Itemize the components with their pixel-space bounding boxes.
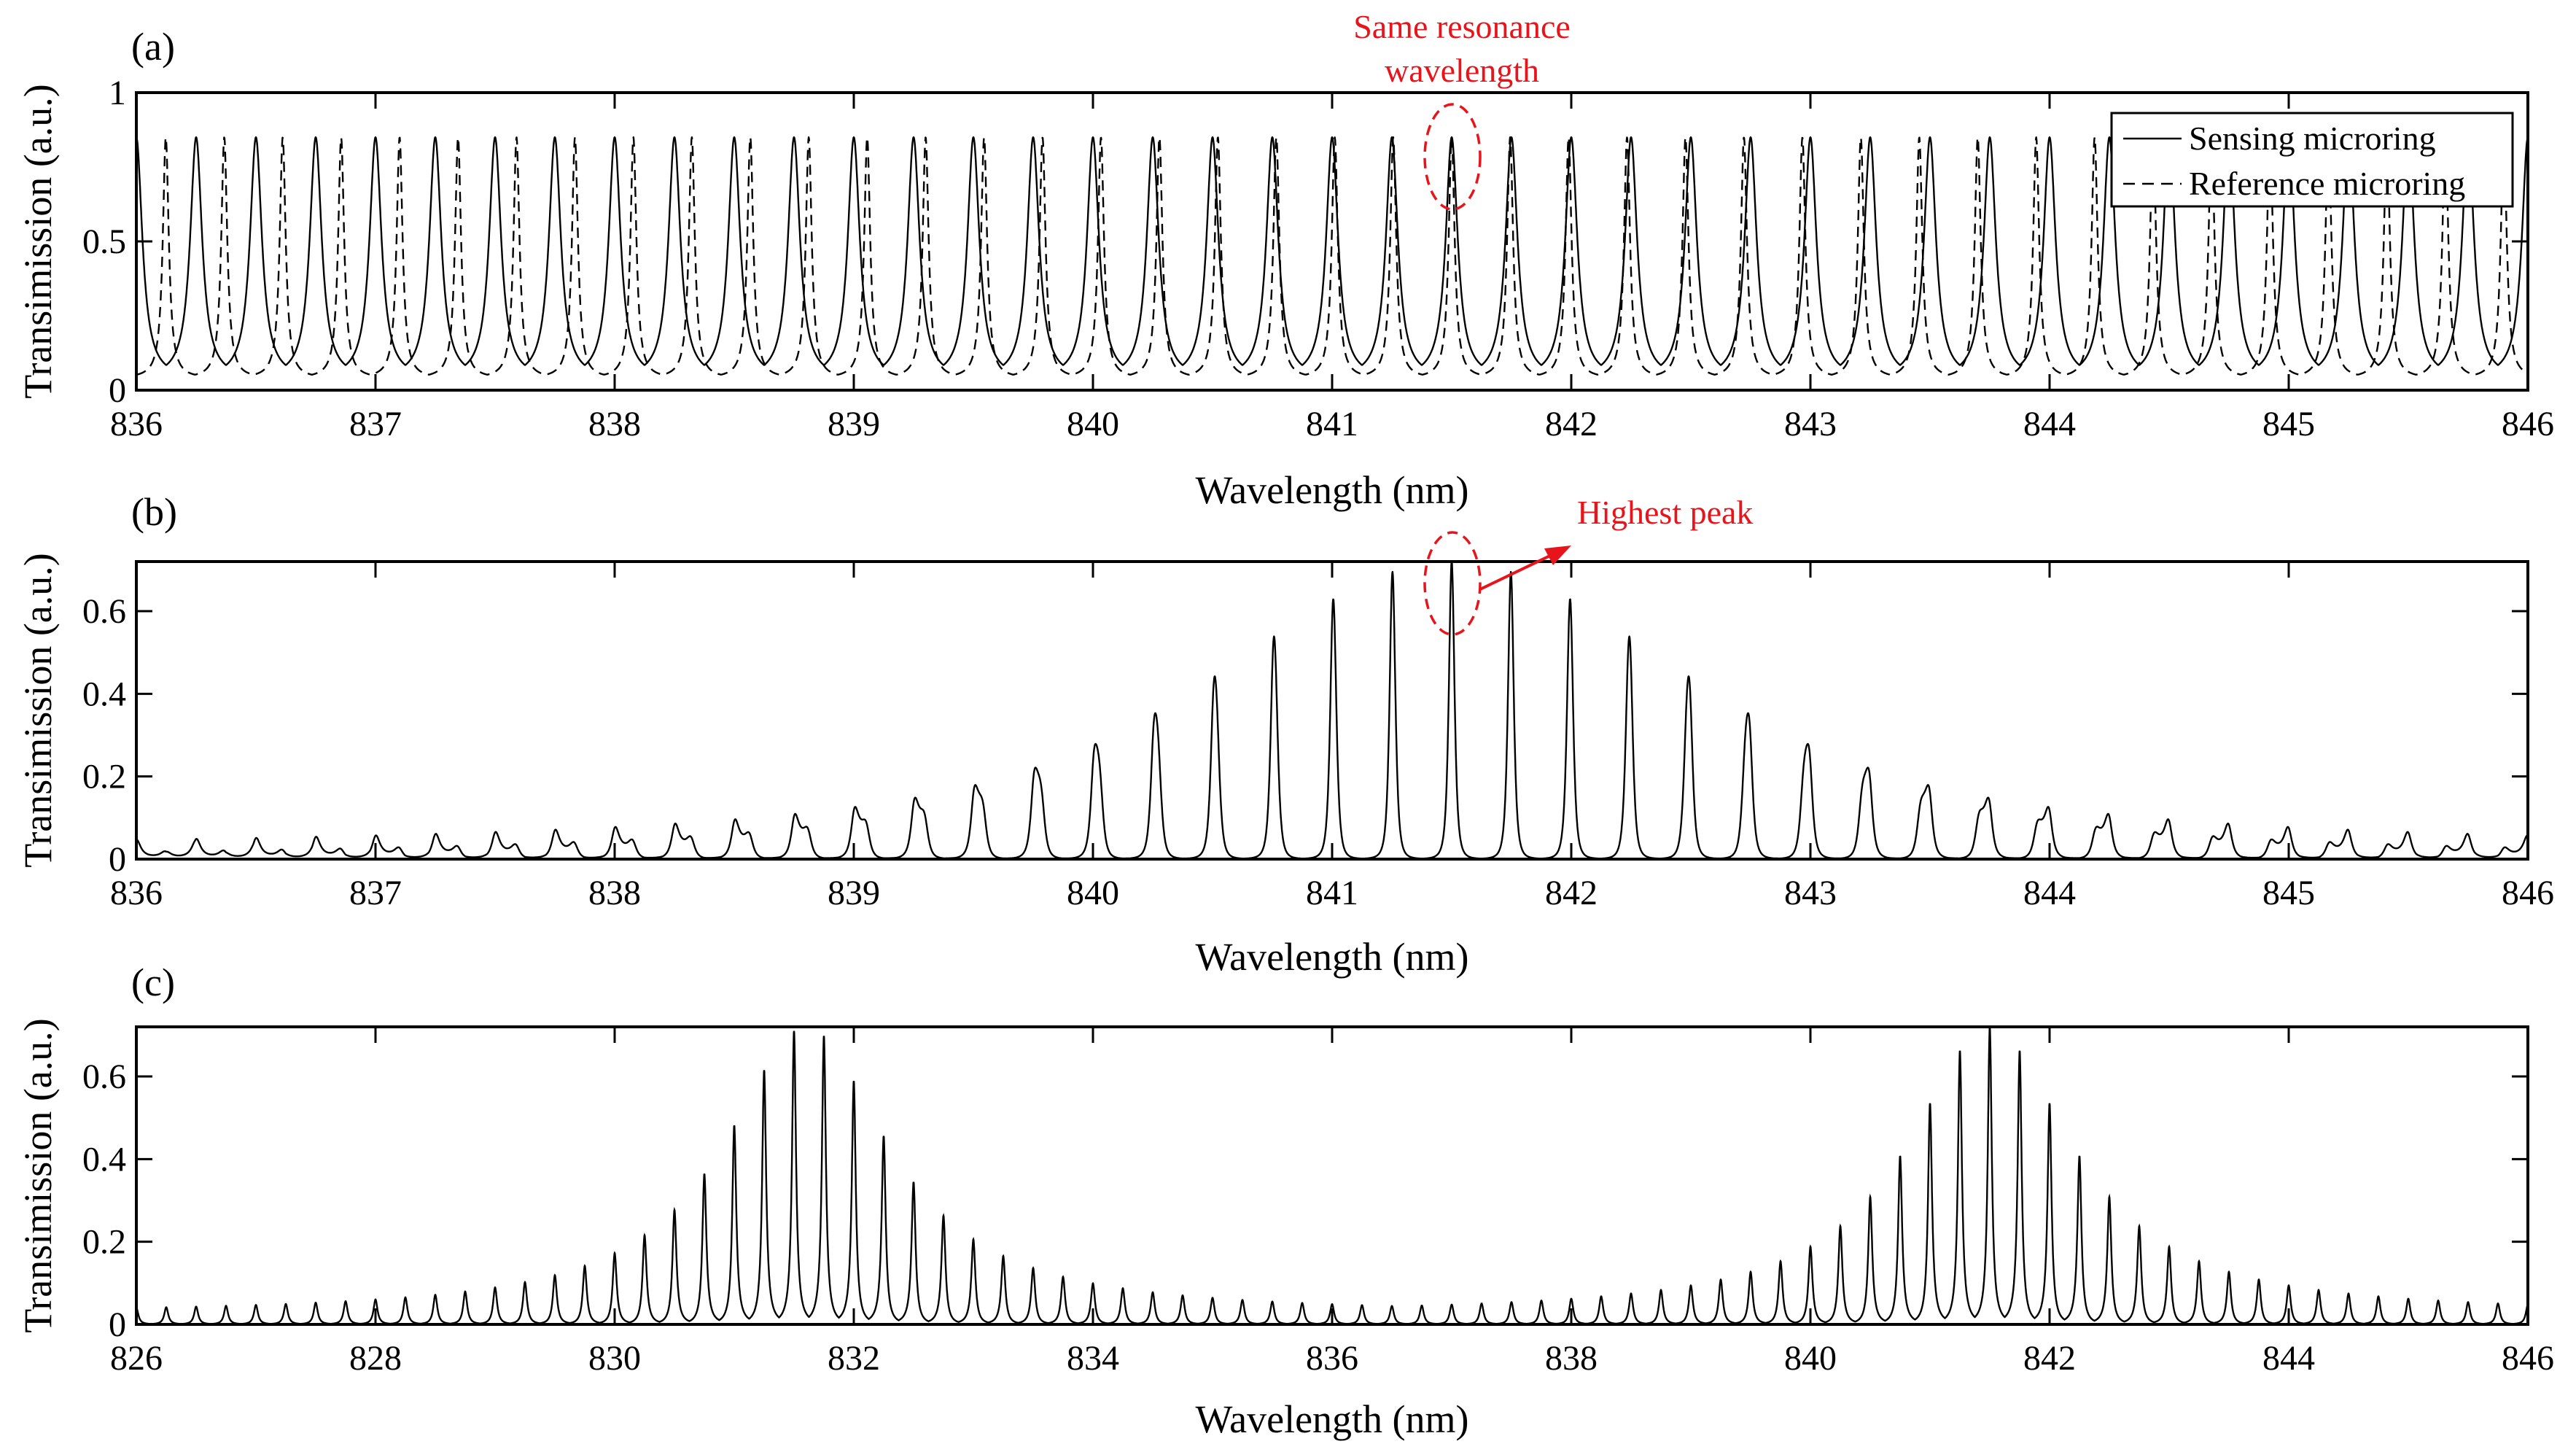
y-tick-label: 0.4	[82, 675, 126, 713]
annotation-same-resonance-line2: wavelength	[1385, 52, 1539, 89]
x-tick-label: 843	[1784, 874, 1837, 912]
x-axis-label-a: Wavelength (nm)	[1195, 468, 1468, 512]
x-tick-label: 846	[2502, 1339, 2554, 1378]
x-tick-label: 840	[1067, 874, 1119, 912]
y-tick-label: 0.6	[82, 1057, 126, 1096]
x-tick-label: 845	[2262, 405, 2315, 443]
series-product-c	[136, 1026, 2529, 1325]
y-tick-label: 0	[109, 371, 126, 410]
x-tick-label: 838	[588, 874, 641, 912]
y-tick-label: 0.5	[82, 222, 126, 261]
x-tick-label: 830	[588, 1339, 641, 1378]
annotation-arrow-shaft	[1479, 553, 1554, 591]
x-tick-label: 837	[349, 405, 402, 443]
y-tick-label: 0.4	[82, 1140, 126, 1179]
series-line	[136, 136, 2529, 366]
x-axis-label-c: Wavelength (nm)	[1195, 1397, 1468, 1441]
series-line	[136, 1026, 2529, 1325]
series-reference-microring	[136, 136, 2529, 376]
x-tick-label: 845	[2262, 874, 2315, 912]
annotation-same-resonance-line1: Same resonance	[1353, 8, 1571, 45]
x-tick-label: 826	[110, 1339, 163, 1378]
legend: Sensing microring Reference microring	[2110, 112, 2514, 208]
ticks-c: 826 828 830 832 834 836 838 840 842 844 846 0 0.2 0.4…	[82, 1027, 2554, 1378]
y-tick-label: 0.2	[82, 758, 126, 796]
legend-box	[2110, 112, 2514, 208]
x-tick-label: 840	[1784, 1339, 1837, 1378]
x-tick-label: 842	[1545, 405, 1598, 443]
x-tick-label: 844	[2023, 874, 2076, 912]
x-tick-label: 844	[2262, 1339, 2315, 1378]
x-tick-label: 842	[1545, 874, 1598, 912]
ticks-b: 836 837 838 839 840 841 842 843 844 845 846 0 0.2 0.4…	[82, 562, 2554, 912]
panel-a-label: (a)	[131, 25, 175, 69]
x-tick-label: 837	[349, 874, 402, 912]
annotation-highest-peak: Highest peak	[1423, 494, 1753, 636]
x-tick-label: 846	[2502, 405, 2554, 443]
panel-c-label: (c)	[131, 960, 175, 1004]
x-tick-label: 832	[828, 1339, 880, 1378]
y-tick-label: 0	[109, 1305, 126, 1344]
series-line	[136, 136, 2529, 376]
x-tick-label: 843	[1784, 405, 1837, 443]
ticks-a: 836 837 838 839 840 841 842 843 844 845 846 0 0.5 1	[82, 74, 2554, 443]
series-sensing-microring	[136, 136, 2529, 366]
y-tick-label: 0.6	[82, 592, 126, 631]
x-tick-label: 836	[110, 874, 163, 912]
x-tick-label: 838	[1545, 1339, 1598, 1378]
x-tick-label: 839	[828, 874, 880, 912]
y-tick-label: 1	[109, 74, 126, 112]
y-tick-label: 0.2	[82, 1223, 126, 1262]
y-axis-label-a: Transimission (a.u.)	[16, 84, 60, 399]
x-tick-label: 838	[588, 405, 641, 443]
x-axis-label-b: Wavelength (nm)	[1195, 935, 1468, 979]
annotation-ellipse-a	[1423, 103, 1482, 211]
y-tick-label: 0	[109, 840, 126, 879]
x-tick-label: 836	[110, 405, 163, 443]
legend-entry-sensing: Sensing microring	[2189, 120, 2436, 157]
x-tick-label: 844	[2023, 405, 2076, 443]
legend-entry-reference: Reference microring	[2189, 165, 2465, 202]
annotation-highest-peak-text: Highest peak	[1577, 494, 1753, 531]
panel-b-label: (b)	[131, 490, 177, 534]
panel-a: (a) 836 837 838 839 840 841 842 843 844 845 846 0 0.…	[16, 8, 2554, 512]
x-tick-label: 840	[1067, 405, 1119, 443]
x-tick-label: 834	[1067, 1339, 1119, 1378]
annotation-arrow-head	[1544, 546, 1571, 565]
x-tick-label: 846	[2502, 874, 2554, 912]
annotation-ellipse-b	[1423, 531, 1482, 636]
x-tick-label: 839	[828, 405, 880, 443]
panel-b: (b) 836 837 838 839 840 841 842 843 844 845 846 0 0.…	[16, 490, 2554, 979]
x-tick-label: 841	[1306, 874, 1358, 912]
x-tick-label: 828	[349, 1339, 402, 1378]
y-axis-label-c: Transimission (a.u.)	[16, 1018, 60, 1333]
annotation-same-resonance: Same resonance wavelength	[1353, 8, 1571, 211]
y-axis-label-b: Transimission (a.u.)	[16, 553, 60, 868]
x-tick-label: 841	[1306, 405, 1358, 443]
x-tick-label: 836	[1306, 1339, 1358, 1378]
panel-c: (c) 826 828 830 832 834 836 838 840 842 844 846 0 0.…	[16, 960, 2554, 1441]
x-tick-label: 842	[2023, 1339, 2076, 1378]
